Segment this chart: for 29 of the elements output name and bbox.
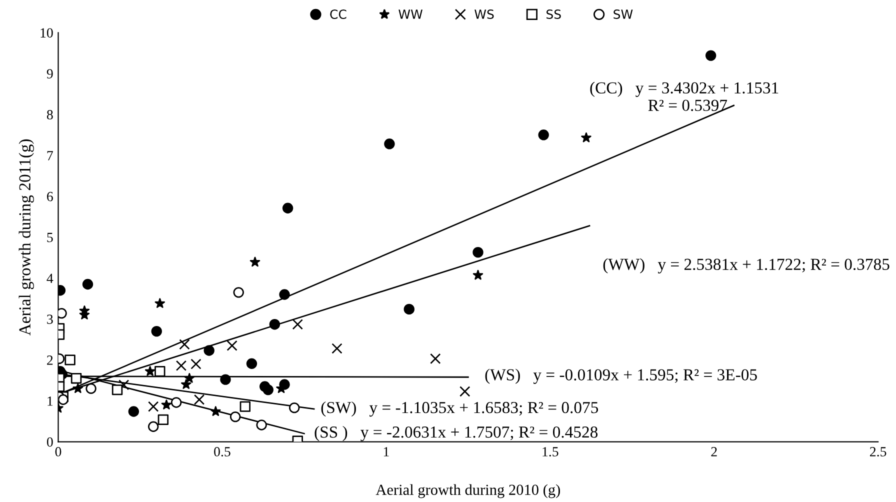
x-axis-title: Aerial growth during 2010 (g) [376,484,560,498]
y-tick-label: 4 [46,274,54,283]
annotation: (WW) y = 2.5381x + 1.1722; R² = 0.3785 [603,258,890,274]
y-tick-label: 3 [47,314,53,324]
x-tick-label: 1.5 [542,447,558,456]
annotation: (SS ) y = -2.0631x + 1.7507; R² = 0.4528 [314,426,598,442]
y-axis-title: Aerial growth during 2011(g) [18,139,34,336]
y-tick-label: 5 [47,232,53,242]
x-tick-label: 2.5 [870,447,886,456]
x-tick-label: 0.5 [214,447,230,456]
y-tick-label: 1 [48,396,53,406]
annotation: (CC) y = 3.4302x + 1.1531 R² = 0.5397 [590,82,778,112]
y-tick-label: 2 [47,356,53,365]
legend-label: SS [546,10,561,19]
y-tick-label: 10 [40,28,53,38]
y-tick-label: 0 [46,437,53,447]
annotation: (SW) y = -1.1035x + 1.6583; R² = 0.075 [321,401,598,417]
legend-label: CC [330,10,346,19]
legend-label: WS [474,10,494,19]
y-tick-label: 8 [46,110,53,120]
y-tick-label: 6 [47,192,53,202]
y-tick-label: 9 [46,69,53,78]
y-tick-label: 7 [47,151,53,160]
x-tick-label: 0 [55,447,62,456]
annotation: (WS) y = -0.0109x + 1.595; R² = 3E-05 [485,368,757,384]
legend-label: SW [614,10,633,19]
x-tick-label: 1 [384,447,389,456]
legend-label: WW [398,10,422,19]
x-tick-label: 2 [711,447,717,456]
